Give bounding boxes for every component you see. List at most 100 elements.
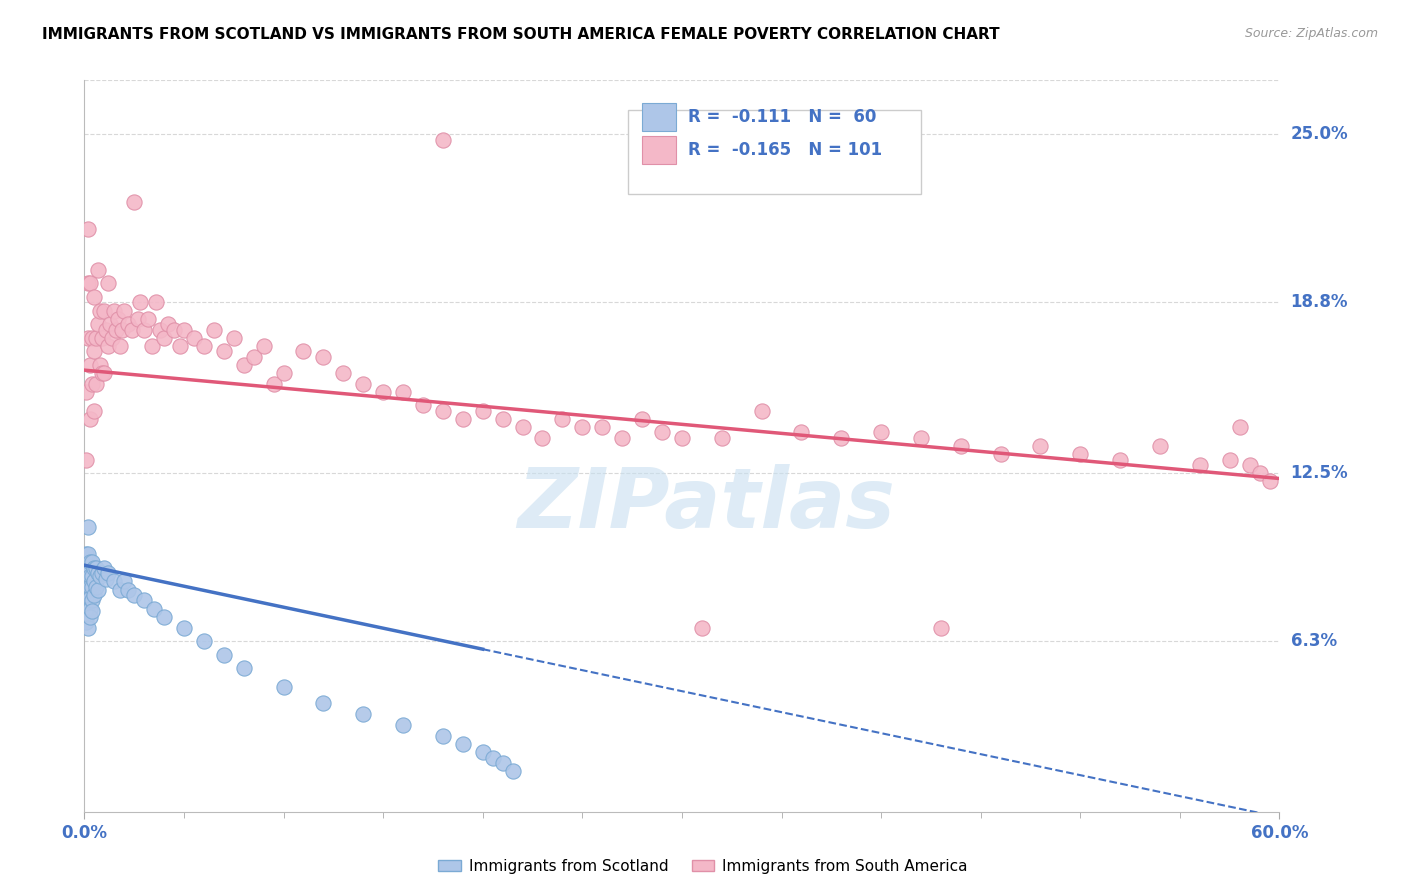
- Point: [352, 707, 374, 722]
- Point: [143, 601, 166, 615]
- Point: [96, 322, 118, 336]
- Point: [1149, 439, 1171, 453]
- Point: [910, 431, 932, 445]
- Point: [153, 331, 176, 345]
- Point: [127, 311, 149, 326]
- Point: [91, 331, 114, 345]
- Point: [153, 609, 176, 624]
- Point: [1229, 420, 1251, 434]
- Point: [110, 582, 132, 597]
- Point: [89, 358, 111, 372]
- Point: [101, 331, 124, 345]
- Point: [481, 750, 503, 764]
- Point: [222, 331, 245, 345]
- Point: [990, 447, 1012, 461]
- Point: [77, 566, 100, 581]
- Point: [173, 322, 195, 336]
- Point: [392, 718, 415, 732]
- Point: [173, 620, 195, 634]
- Point: [77, 593, 100, 607]
- Point: [82, 376, 104, 391]
- Point: [671, 431, 693, 445]
- Point: [1258, 474, 1281, 488]
- Point: [373, 384, 395, 399]
- Point: [82, 569, 104, 583]
- Point: [870, 425, 893, 440]
- Point: [117, 317, 139, 331]
- Point: [107, 311, 129, 326]
- Point: [75, 574, 97, 589]
- Point: [612, 431, 634, 445]
- Point: [129, 295, 152, 310]
- FancyBboxPatch shape: [628, 110, 921, 194]
- Point: [471, 745, 494, 759]
- Text: R =  -0.111   N =  60: R = -0.111 N = 60: [688, 108, 876, 126]
- Point: [312, 350, 335, 364]
- Point: [82, 593, 104, 607]
- Point: [202, 322, 225, 336]
- Point: [75, 601, 97, 615]
- Point: [471, 404, 494, 418]
- Point: [83, 404, 105, 418]
- Point: [432, 404, 454, 418]
- Point: [82, 580, 104, 594]
- Point: [79, 569, 101, 583]
- Point: [451, 737, 474, 751]
- Point: [312, 697, 335, 711]
- Point: [87, 263, 110, 277]
- Point: [83, 574, 105, 589]
- Point: [412, 398, 434, 412]
- Point: [432, 729, 454, 743]
- Point: [830, 431, 852, 445]
- Point: [212, 648, 235, 662]
- Point: [141, 339, 163, 353]
- Point: [492, 412, 515, 426]
- Text: 25.0%: 25.0%: [1291, 126, 1348, 144]
- Point: [690, 620, 713, 634]
- Point: [83, 290, 105, 304]
- Text: 6.3%: 6.3%: [1291, 632, 1337, 650]
- Point: [105, 322, 128, 336]
- Point: [591, 420, 613, 434]
- Point: [97, 339, 120, 353]
- Point: [121, 322, 143, 336]
- Point: [169, 339, 191, 353]
- Point: [75, 384, 97, 399]
- Point: [97, 566, 120, 581]
- Text: Source: ZipAtlas.com: Source: ZipAtlas.com: [1244, 27, 1378, 40]
- Point: [79, 580, 101, 594]
- Point: [1188, 458, 1211, 472]
- Point: [83, 344, 105, 359]
- Point: [183, 331, 205, 345]
- Point: [232, 358, 254, 372]
- Point: [79, 277, 101, 291]
- Point: [492, 756, 515, 770]
- Point: [79, 601, 101, 615]
- Legend: Immigrants from Scotland, Immigrants from South America: Immigrants from Scotland, Immigrants fro…: [432, 853, 974, 880]
- Point: [93, 303, 115, 318]
- Point: [75, 582, 97, 597]
- Point: [193, 634, 215, 648]
- Point: [273, 680, 295, 694]
- Text: 12.5%: 12.5%: [1291, 464, 1348, 482]
- Point: [79, 556, 101, 570]
- Point: [77, 277, 100, 291]
- Point: [77, 222, 100, 236]
- Point: [232, 661, 254, 675]
- Point: [790, 425, 813, 440]
- Point: [93, 561, 115, 575]
- FancyBboxPatch shape: [643, 103, 676, 131]
- Point: [77, 607, 100, 621]
- Point: [87, 582, 110, 597]
- Point: [163, 322, 186, 336]
- Point: [75, 566, 97, 581]
- Point: [242, 350, 264, 364]
- Point: [91, 366, 114, 380]
- Point: [122, 588, 145, 602]
- Point: [122, 195, 145, 210]
- Point: [82, 331, 104, 345]
- Point: [79, 412, 101, 426]
- Point: [949, 439, 972, 453]
- Point: [145, 295, 167, 310]
- Point: [79, 609, 101, 624]
